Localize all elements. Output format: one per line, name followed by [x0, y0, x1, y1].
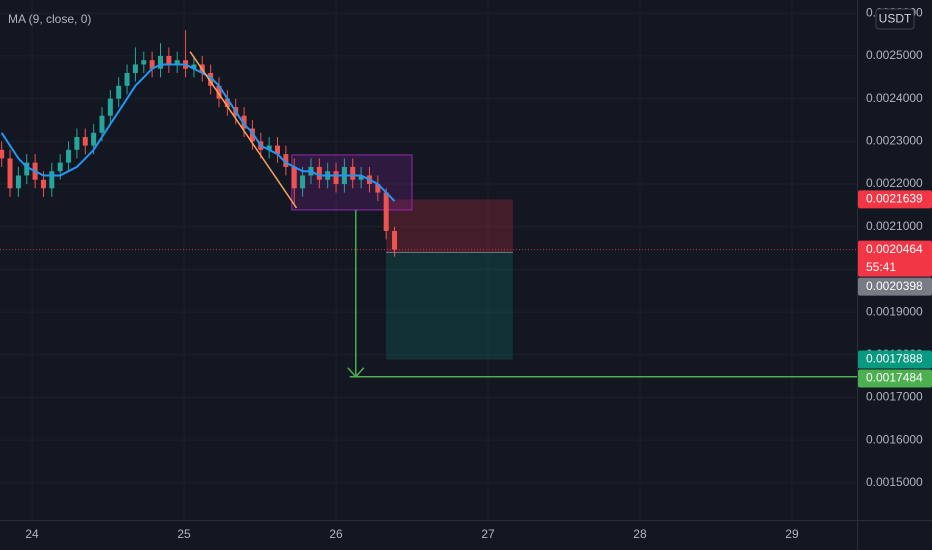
candle-body [375, 184, 381, 193]
x-tick-label: 25 [177, 527, 191, 541]
x-tick-label: 28 [633, 527, 647, 541]
y-tick-label: 0.0022000 [866, 176, 923, 190]
currency-label: USDT [879, 12, 912, 26]
candle-body [66, 149, 72, 163]
x-tick-label: 26 [329, 527, 343, 541]
candle-body [24, 162, 30, 176]
plot-area [0, 30, 857, 378]
candle-body [241, 115, 247, 129]
candle-body [166, 55, 172, 65]
currency-badge [875, 8, 915, 30]
price-marker [858, 240, 932, 277]
candle-body [249, 128, 255, 142]
candle-body [383, 192, 389, 231]
price-marker-label: 0.0020398 [866, 279, 923, 293]
candle-body [358, 175, 364, 180]
price-marker-label: 0.0017484 [866, 371, 923, 385]
candle-body [141, 60, 147, 65]
candle-body [275, 145, 281, 155]
candle-body [124, 73, 130, 86]
candle-body [174, 60, 180, 65]
price-marker [858, 350, 932, 369]
stop-zone [386, 199, 513, 253]
candle-body [283, 154, 289, 167]
candle-body [149, 60, 155, 69]
candle-body [107, 98, 113, 116]
price-marker-label: 0.0021639 [866, 192, 923, 206]
candle-body [208, 73, 214, 86]
candle-body [49, 171, 55, 189]
candle-body [300, 175, 306, 189]
candle-body [74, 137, 80, 150]
candle-body [224, 98, 230, 108]
price-marker [858, 277, 932, 296]
price-marker [858, 190, 932, 209]
candle-body [91, 132, 97, 146]
candle-body [82, 137, 88, 146]
y-tick-label: 0.0024000 [866, 91, 923, 105]
y-tick-label: 0.0025000 [866, 48, 923, 62]
candle-body [7, 158, 13, 189]
candle-body [157, 55, 163, 69]
ma-line [0, 63, 396, 202]
target-zone [386, 252, 513, 360]
candle-body [266, 145, 272, 150]
y-tick-label: 0.0017000 [866, 390, 923, 404]
candle-body [291, 166, 297, 189]
candle-body [191, 64, 197, 69]
x-tick-label: 29 [785, 527, 799, 541]
price-marker-label: 0.0020464 [866, 242, 923, 256]
x-tick-label: 27 [481, 527, 495, 541]
candle-body [350, 166, 356, 180]
candle-body [116, 85, 122, 99]
y-tick-label: 0.0023000 [866, 133, 923, 147]
price-marker-label: 0.0017888 [866, 352, 923, 366]
y-tick-label: 0.0015000 [866, 475, 923, 489]
y-tick-label: 0.0021000 [866, 219, 923, 233]
candle-body [333, 171, 339, 185]
trendline [189, 51, 298, 209]
candle-body [216, 85, 222, 99]
arrow-head [347, 367, 365, 378]
candle-body [15, 175, 21, 189]
candle-body [0, 149, 5, 159]
indicator-legend: MA (9, close, 0) [8, 12, 91, 26]
x-tick-label: 24 [25, 527, 39, 541]
candle-body [392, 230, 398, 250]
range-box [291, 154, 413, 211]
candle-body [57, 162, 63, 172]
candle-body [316, 166, 322, 180]
candle-body [132, 64, 138, 74]
candle-body [99, 115, 105, 133]
candle-body [40, 179, 46, 189]
countdown: 55:41 [866, 260, 896, 274]
price-marker [858, 369, 932, 388]
y-tick-label: 0.0016000 [866, 432, 923, 446]
y-tick-label: 0.0019000 [866, 304, 923, 318]
